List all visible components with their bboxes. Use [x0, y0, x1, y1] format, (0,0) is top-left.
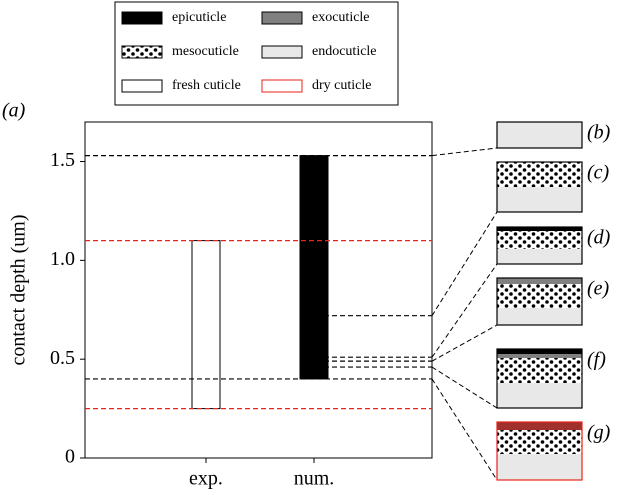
x-tick-label: exp. [189, 468, 223, 490]
y-tick-label: 0 [65, 446, 75, 468]
inset-layer [497, 354, 582, 358]
inset-layer [497, 383, 582, 408]
bar [191, 240, 221, 410]
legend-label: epicuticle [172, 10, 226, 25]
inset-frame [496, 421, 583, 481]
inset-layer [497, 231, 582, 249]
inset-frame [496, 121, 583, 149]
inset-layer [497, 162, 582, 187]
inset-layer [497, 349, 582, 354]
panel-label: (a) [2, 100, 26, 122]
legend-label: mesocuticle [172, 44, 239, 59]
y-tick-label: 1.0 [50, 248, 75, 270]
inset-label: (d) [587, 227, 611, 249]
y-tick-label: 1.5 [50, 149, 75, 171]
legend-swatch [121, 45, 163, 59]
connector [431, 263, 498, 358]
legend-swatch [121, 11, 163, 25]
legend-swatch [261, 45, 303, 59]
connector [431, 378, 498, 481]
inset-layer [497, 422, 582, 430]
inset-label: (b) [587, 122, 611, 144]
connector [431, 147, 498, 157]
legend-swatch [261, 79, 303, 93]
inset-layer [497, 430, 582, 454]
inset-frame [496, 348, 583, 409]
legend-label: dry cuticle [312, 78, 371, 93]
inset-layer [497, 278, 582, 284]
inset-frame [496, 277, 583, 326]
connector [431, 366, 498, 409]
inset-layer [497, 284, 582, 308]
inset-layer [497, 454, 582, 480]
inset-layer [497, 308, 582, 325]
legend-label: exocuticle [312, 10, 370, 25]
inset-layer [497, 249, 582, 264]
y-tick-label: 0.5 [50, 347, 75, 369]
connector [431, 211, 498, 316]
inset-layer [497, 227, 582, 231]
inset-layer [497, 122, 582, 148]
legend-label: fresh cuticle [172, 78, 241, 93]
inset-label: (f) [587, 349, 606, 371]
x-tick-label: num. [294, 468, 335, 490]
legend-label: endocuticle [312, 44, 377, 59]
legend-swatch [121, 79, 163, 93]
connector [431, 324, 498, 362]
plot-frame [84, 121, 433, 459]
y-axis-label: contact depth (um) [8, 214, 30, 365]
inset-label: (g) [587, 422, 611, 444]
inset-label: (c) [587, 162, 610, 184]
inset-frame [496, 226, 583, 265]
bar [299, 155, 329, 380]
inset-label: (e) [587, 278, 610, 300]
inset-frame [496, 161, 583, 213]
legend-swatch [261, 11, 303, 25]
inset-layer [497, 187, 582, 212]
inset-layer [497, 358, 582, 383]
